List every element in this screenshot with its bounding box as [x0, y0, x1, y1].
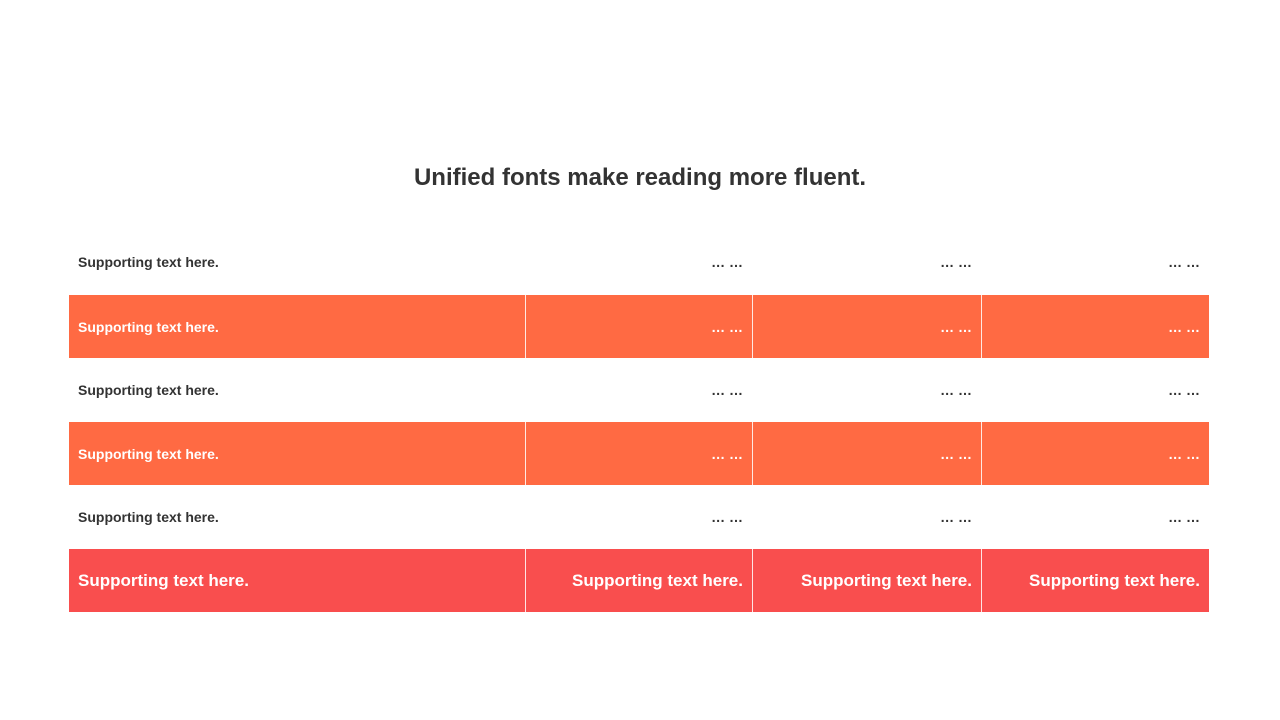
table-cell: … …: [526, 295, 753, 358]
table-cell: Supporting text here.: [69, 295, 526, 358]
table-cell: … …: [982, 295, 1209, 358]
table-cell: … …: [526, 358, 753, 421]
table-cell: … …: [753, 358, 982, 421]
table-cell: … …: [982, 422, 1209, 485]
table-cell: … …: [753, 295, 982, 358]
table-cell: Supporting text here.: [69, 485, 526, 548]
table-cell: Supporting text here.: [753, 549, 982, 612]
data-table: Supporting text here.… …… …… … Supporting…: [69, 230, 1209, 612]
table-cell: … …: [753, 422, 982, 485]
table-cell: … …: [1168, 254, 1200, 270]
table-cell: Supporting text here.: [69, 422, 526, 485]
slide-title: Unified fonts make reading more fluent.: [413, 164, 867, 191]
table-row: Supporting text here.… …… …… …: [69, 421, 1209, 485]
table-cell: Supporting text here.: [982, 549, 1209, 612]
table-cell: … …: [526, 422, 753, 485]
table-cell: Supporting text here.: [69, 358, 526, 421]
table-cell: … …: [753, 230, 982, 294]
table-cell: Supporting text here.: [69, 230, 526, 294]
table-row: Supporting text here. Supporting text her…: [69, 548, 1209, 612]
table-cell: Supporting text here.: [69, 549, 526, 612]
table-row: Supporting text here.… …… …… …: [69, 358, 1209, 421]
table-cell: … …: [1168, 381, 1200, 398]
table-cell: … …: [526, 485, 753, 548]
table-row: Supporting text here.… …… …… …: [69, 230, 1209, 294]
table-cell: … …: [526, 230, 753, 294]
table-cell: … …: [1168, 508, 1200, 525]
table-cell: … …: [753, 485, 982, 548]
table-cell: Supporting text here.: [526, 549, 753, 612]
table-row: Supporting text here.… …… …… …: [69, 485, 1209, 548]
table-row: Supporting text here.… …… …… …: [69, 294, 1209, 358]
